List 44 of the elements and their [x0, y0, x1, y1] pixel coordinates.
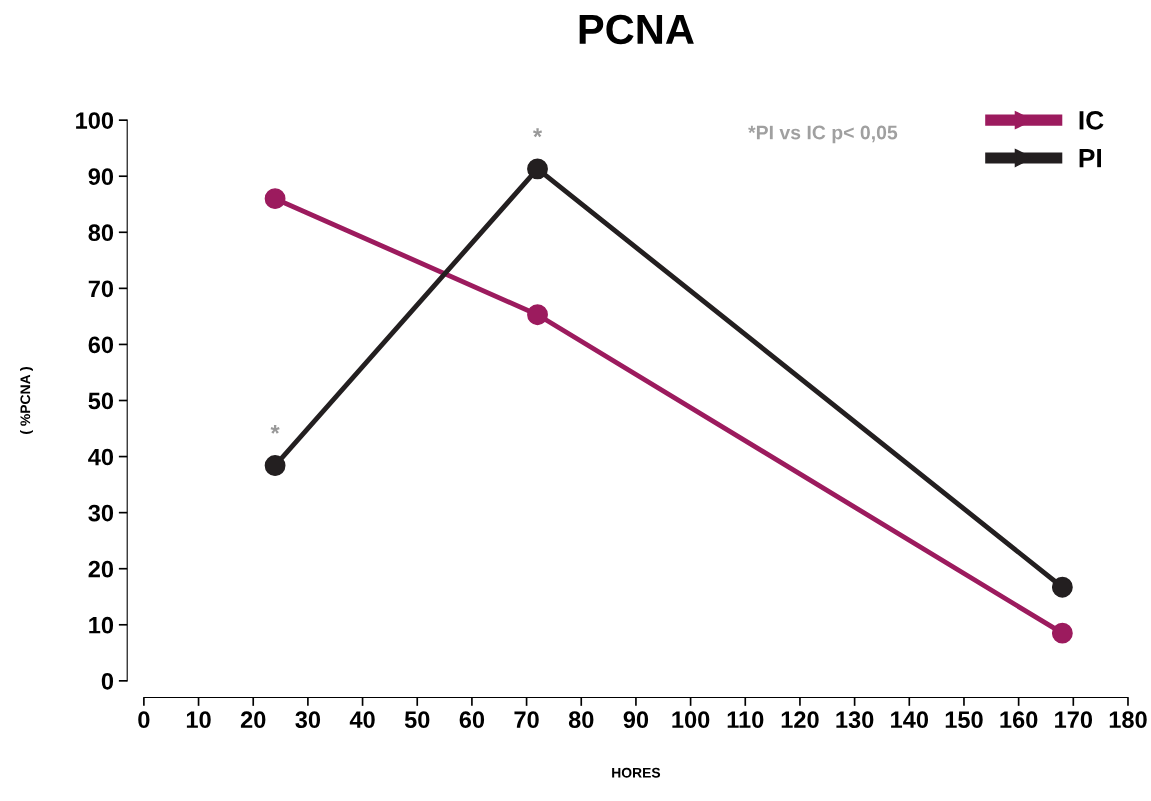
x-tick-label: 0	[138, 711, 150, 729]
x-tick-label: 70	[514, 711, 539, 729]
y-tick-label: 100	[76, 112, 114, 129]
y-tick-label: 10	[89, 616, 114, 634]
x-tick-label: 130	[836, 711, 874, 729]
point	[1051, 576, 1073, 598]
point	[527, 304, 548, 326]
x-tick-label: 20	[240, 711, 266, 729]
x-axis-title: HORES	[612, 767, 661, 778]
x-tick-label: 10	[186, 711, 211, 729]
x-tick-label: 170	[1055, 711, 1093, 729]
legend-label: PI	[1079, 149, 1102, 168]
x-tick-label: 140	[891, 711, 929, 729]
point	[264, 188, 286, 210]
x-tick-label: 40	[349, 711, 375, 729]
x-tick-label: 30	[295, 711, 321, 729]
chart-title: PCNA	[579, 14, 694, 45]
x-tick-label: 100	[672, 711, 710, 729]
y-tick-label: 60	[88, 336, 114, 354]
y-tick-label: 50	[88, 392, 114, 410]
x-tick-label: 150	[945, 711, 983, 729]
annotation: *	[270, 424, 280, 434]
y-tick-label: 90	[88, 168, 114, 186]
x-tick-label: 180	[1109, 711, 1147, 729]
y-tick-label: 20	[88, 560, 114, 578]
x-tick-label: 90	[623, 711, 649, 729]
point	[1051, 622, 1073, 644]
y-tick-label: 70	[88, 280, 114, 298]
y-tick-label: 0	[101, 672, 114, 690]
point	[527, 158, 548, 180]
x-tick-label: 120	[781, 711, 819, 729]
x-tick-label: 80	[568, 711, 594, 729]
point	[264, 455, 286, 476]
x-tick-label: 160	[1000, 711, 1038, 729]
y-tick-label: 40	[88, 448, 114, 466]
x-tick-label: 110	[727, 711, 764, 729]
y-tick-label: 80	[88, 224, 114, 242]
annotation: *PI vs IC p< 0,05	[748, 125, 898, 144]
legend-label: IC	[1079, 110, 1104, 130]
annotation: *	[532, 128, 543, 138]
x-tick-label: 50	[404, 711, 430, 729]
y-tick-label: 30	[88, 504, 114, 522]
y-axis-title: ( %PCNA )	[20, 367, 33, 434]
x-tick-label: 60	[459, 711, 485, 729]
